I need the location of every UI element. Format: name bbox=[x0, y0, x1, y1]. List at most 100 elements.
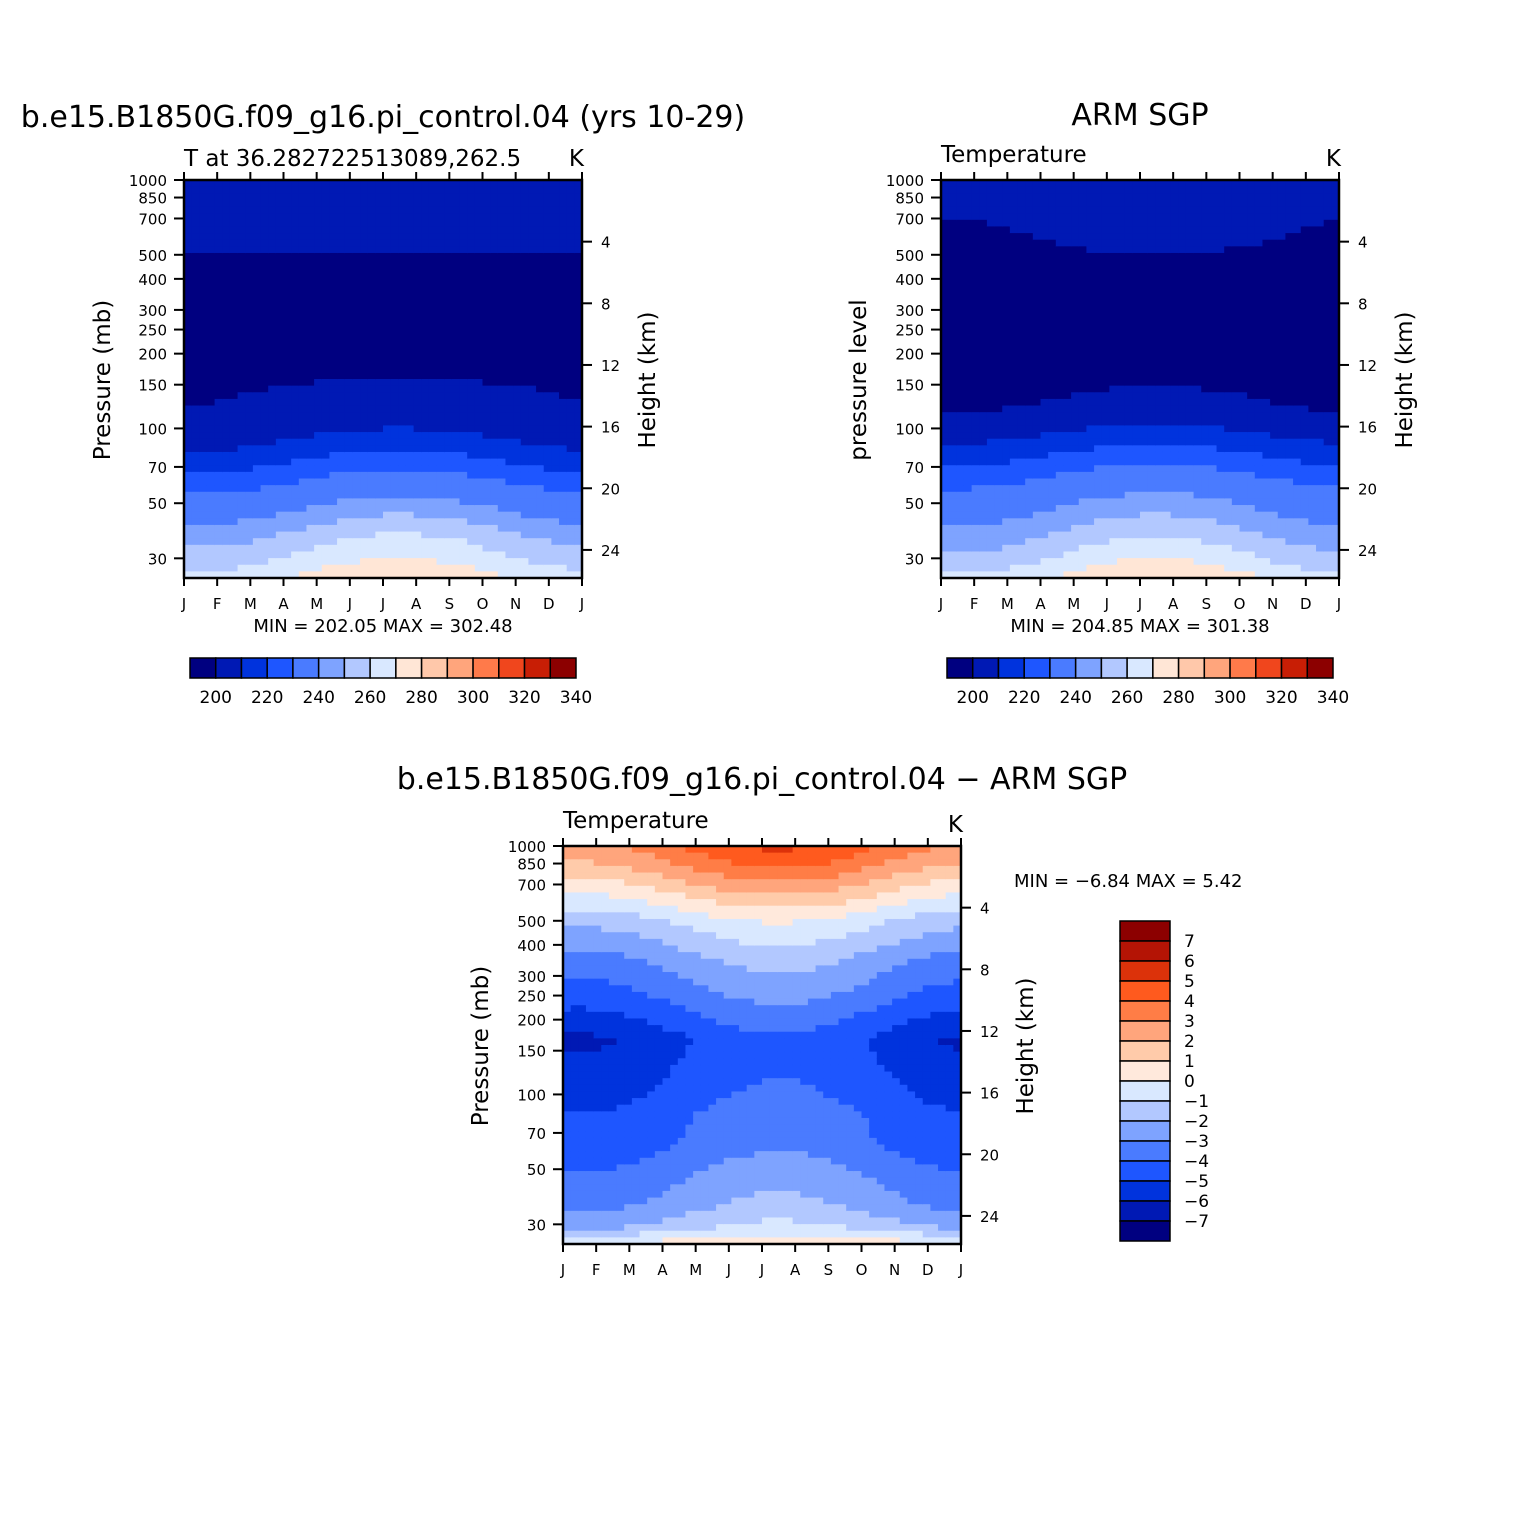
contour-cell bbox=[1025, 266, 1034, 274]
contour-cell bbox=[275, 558, 285, 566]
contour-cell bbox=[329, 306, 338, 314]
contour-cell bbox=[956, 498, 965, 506]
contour-cell bbox=[367, 538, 376, 546]
contour-cell bbox=[329, 564, 338, 572]
contour-cell bbox=[352, 398, 361, 407]
contour-cell bbox=[459, 266, 468, 274]
contour-cell bbox=[436, 279, 445, 287]
contour-cell bbox=[237, 471, 246, 480]
contour-cell bbox=[1071, 571, 1080, 579]
contour-cell bbox=[513, 505, 522, 513]
contour-cell bbox=[275, 571, 285, 579]
contour-cell bbox=[229, 345, 239, 354]
contour-cell bbox=[352, 478, 361, 486]
contour-cell bbox=[352, 213, 361, 221]
contour-cell bbox=[1017, 325, 1026, 334]
contour-cell bbox=[375, 219, 384, 228]
contour-cell bbox=[421, 551, 430, 559]
contour-cell bbox=[528, 246, 537, 254]
contour-cell bbox=[948, 292, 957, 300]
contour-cell bbox=[222, 272, 231, 281]
contour-cell bbox=[574, 398, 583, 407]
contour-cell bbox=[520, 524, 530, 533]
contour-cell bbox=[1101, 392, 1110, 400]
contour-cell bbox=[451, 491, 461, 499]
contour-cell bbox=[1071, 259, 1080, 267]
contour-cell bbox=[986, 292, 996, 300]
contour-cell bbox=[1086, 418, 1095, 427]
contour-cell bbox=[1155, 451, 1164, 460]
contour-cell bbox=[1040, 359, 1049, 367]
contour-cell bbox=[229, 199, 239, 208]
contour-cell bbox=[405, 345, 415, 354]
contour-cell bbox=[956, 286, 965, 294]
contour-cell bbox=[1147, 425, 1156, 433]
contour-cell bbox=[948, 458, 957, 466]
contour-cell bbox=[398, 286, 407, 294]
contour-cell bbox=[536, 458, 545, 466]
contour-cell bbox=[1055, 531, 1065, 539]
contour-cell bbox=[436, 252, 445, 261]
contour-cell bbox=[199, 451, 208, 460]
contour-cell bbox=[1086, 438, 1095, 446]
contour-cell bbox=[956, 451, 965, 460]
contour-cell bbox=[398, 266, 407, 274]
contour-cell bbox=[482, 385, 491, 393]
contour-cell bbox=[444, 306, 453, 314]
contour-cell bbox=[1132, 511, 1141, 519]
contour-cell bbox=[1140, 246, 1149, 254]
contour-cell bbox=[252, 226, 262, 234]
contour-cell bbox=[306, 458, 315, 466]
contour-cell bbox=[1162, 332, 1172, 340]
contour-cell bbox=[191, 239, 200, 247]
contour-cell bbox=[383, 206, 392, 214]
contour-cell bbox=[1063, 405, 1072, 413]
contour-cell bbox=[482, 246, 491, 254]
contour-cell bbox=[344, 551, 353, 559]
contour-cell bbox=[497, 365, 507, 373]
contour-cell bbox=[383, 551, 392, 559]
contour-cell bbox=[329, 279, 338, 287]
contour-cell bbox=[199, 213, 208, 221]
contour-cell bbox=[191, 299, 200, 307]
contour-cell bbox=[1140, 471, 1149, 480]
y-right-tick-label: 24 bbox=[601, 542, 620, 560]
contour-cell bbox=[474, 471, 484, 480]
contour-cell bbox=[283, 564, 292, 572]
contour-cell bbox=[1140, 372, 1149, 380]
contour-cell bbox=[1009, 359, 1019, 367]
contour-cell bbox=[1101, 186, 1110, 194]
contour-cell bbox=[513, 432, 522, 440]
contour-cell bbox=[1025, 372, 1034, 380]
contour-cell bbox=[986, 252, 996, 261]
contour-cell bbox=[1040, 418, 1049, 427]
contour-cell bbox=[1101, 571, 1110, 579]
contour-cell bbox=[566, 266, 575, 274]
contour-cell bbox=[1155, 551, 1164, 559]
contour-cell bbox=[1086, 518, 1095, 526]
panel-1-units: K bbox=[569, 146, 585, 172]
contour-cell bbox=[1086, 339, 1095, 347]
contour-cell bbox=[551, 425, 560, 433]
contour-cell bbox=[214, 306, 223, 314]
contour-cell bbox=[1032, 445, 1042, 453]
contour-cell bbox=[222, 259, 231, 267]
contour-cell bbox=[979, 199, 988, 208]
contour-cell bbox=[229, 292, 239, 300]
contour-cell bbox=[337, 544, 346, 553]
contour-cell bbox=[367, 332, 376, 340]
contour-cell bbox=[551, 372, 560, 380]
contour-cell bbox=[229, 451, 239, 460]
contour-cell bbox=[979, 551, 988, 559]
contour-cell bbox=[237, 193, 246, 201]
contour-cell bbox=[206, 219, 216, 228]
contour-cell bbox=[344, 226, 353, 234]
contour-cell bbox=[184, 538, 193, 546]
contour-cell bbox=[994, 471, 1003, 480]
contour-cell bbox=[979, 392, 988, 400]
contour-cell bbox=[1071, 239, 1080, 247]
contour-cell bbox=[528, 199, 537, 208]
contour-cell bbox=[490, 425, 499, 433]
contour-cell bbox=[1009, 551, 1019, 559]
contour-cell bbox=[237, 385, 246, 393]
